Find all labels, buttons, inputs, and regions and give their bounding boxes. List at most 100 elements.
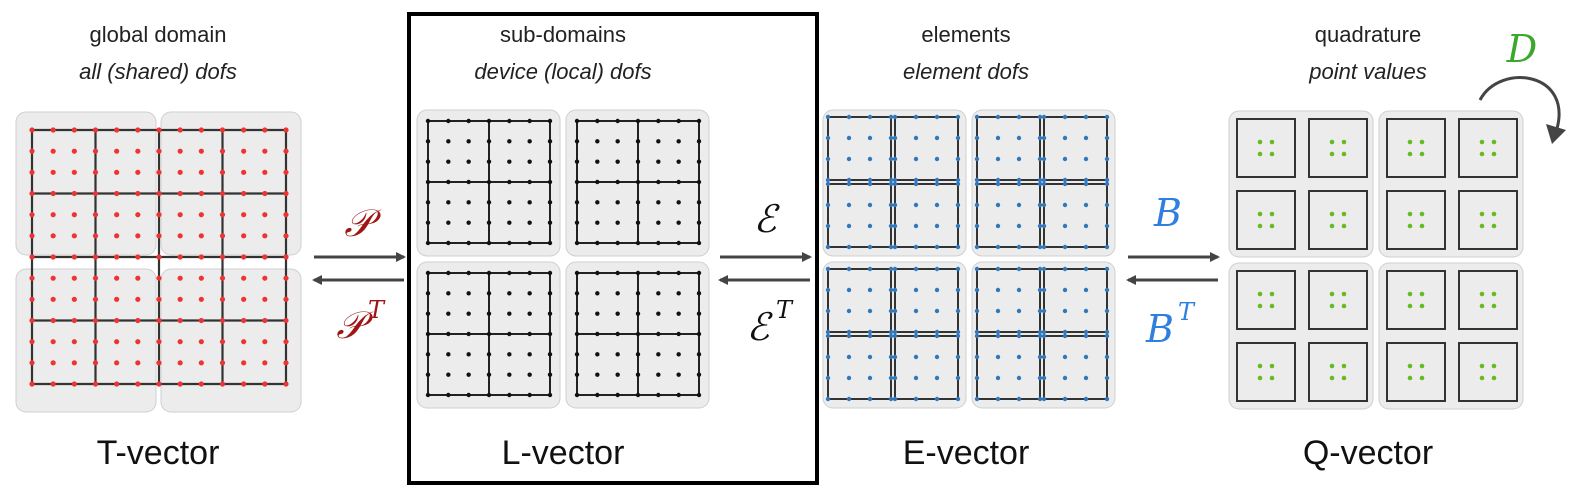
t-dof-dot [156,169,162,175]
e-dof-dot [995,135,1001,141]
e-dof-dot [974,202,980,208]
t-dof-dot [241,233,247,239]
l-dof-dot [486,179,492,185]
t-dof-dot [156,381,162,387]
q-point-dot [1329,291,1335,297]
e-dof-dot [1016,266,1022,272]
t-dof-dot [92,169,99,175]
l-dof-dot [615,118,620,124]
e-dof-dot [892,266,898,272]
q-point-dot [1419,211,1425,217]
l-dof-dot [466,352,471,357]
d-self-loop-arc [1478,76,1561,133]
e-element-box [894,335,959,400]
l-dof-dot [466,139,471,144]
l-dof-dot [656,200,661,205]
q-point-dot [1257,303,1263,309]
e-dof-dot [913,354,919,360]
e-dof-dot [955,333,961,339]
stage-subtitle-t: all (shared) dofs [79,59,237,84]
l-dof-dot [696,200,702,205]
l-dof-dot [676,179,681,185]
e-dof-dot [955,287,961,293]
l-dof-dot [486,200,492,205]
l-dof-dot [425,270,431,276]
q-point-dot [1269,211,1275,217]
l-dof-dot [527,372,532,377]
t-dof-dot [71,275,77,281]
q-point-dot [1419,139,1425,145]
e-dof-dot [846,223,852,229]
e-dof-dot [913,135,919,141]
l-dof-dot [595,392,600,398]
e-dof-dot [867,396,873,402]
e-dof-dot [825,287,831,293]
e-dof-dot [955,244,961,250]
e-dof-dot [1083,354,1089,360]
l-dof-dot [656,240,661,246]
e-element-box [1043,268,1108,333]
e-dof-dot [995,244,1001,250]
t-dof-dot [114,296,120,302]
l-dof-dot [425,311,431,316]
t-dof-dot [241,381,247,387]
t-dof-dot [50,169,56,175]
e-dof-dot [1104,333,1110,339]
l-dof-dot [635,159,641,164]
b-operator-label: B [1153,191,1182,235]
q-subdomain-panel [1378,262,1524,410]
e-dof-dot [913,181,919,187]
l-dof-dot [635,118,641,124]
l-vector-label: L-vector [502,434,625,472]
l-dof-dot [615,311,620,316]
q-element-box [1386,118,1446,178]
e-dof-dot [1104,156,1110,162]
e-dof-dot [892,354,898,360]
t-dof-dot [262,317,268,324]
t-dof-dot [283,254,289,260]
t-dof-dot [262,212,268,218]
l-dof-dot [446,352,451,357]
e-dof-dot [955,223,961,229]
e-dof-dot [1104,354,1110,360]
e-dof-dot [1104,177,1110,183]
q-point-dot [1491,291,1497,297]
l-dof-dot [574,331,580,337]
t-dof-dot [156,254,162,260]
stage-subtitle-q: point values [1308,59,1426,84]
q-point-dot [1407,303,1413,309]
l-dof-dot [574,270,580,276]
l-dof-dot [446,331,451,337]
e-element-box [894,116,959,181]
q-point-dot [1407,363,1413,369]
t-dof-dot [177,317,183,324]
t-dof-dot [177,254,183,260]
t-dof-dot [177,169,183,175]
t-dof-dot [198,275,204,281]
q-point-dot [1407,375,1413,381]
e-dof-dot [974,135,980,141]
e-dof-dot [892,202,898,208]
q-subdomain-panel [1228,110,1374,258]
e-dof-dot [934,244,940,250]
e-dof-dot [1062,396,1068,402]
t-dof-dot [50,360,56,366]
q-point-dot [1269,151,1275,157]
l-dof-dot [507,331,512,337]
e-dof-dot [1041,114,1047,120]
t-dof-dot [29,233,35,239]
t-dof-dot [29,127,35,133]
d-self-loop-arrowhead [1546,124,1566,144]
e-dof-dot [1062,181,1068,187]
q-point-dot [1419,375,1425,381]
l-dof-dot [676,118,681,124]
e-dof-dot [1016,375,1022,381]
l-dof-dot [574,392,580,398]
e-dof-dot [867,114,873,120]
e-dof-dot [1083,114,1089,120]
t-dof-dot [50,317,56,324]
t-dof-dot [50,212,56,218]
e-dof-dot [1104,223,1110,229]
q-point-dot [1257,291,1263,297]
t-dof-dot [283,360,289,366]
